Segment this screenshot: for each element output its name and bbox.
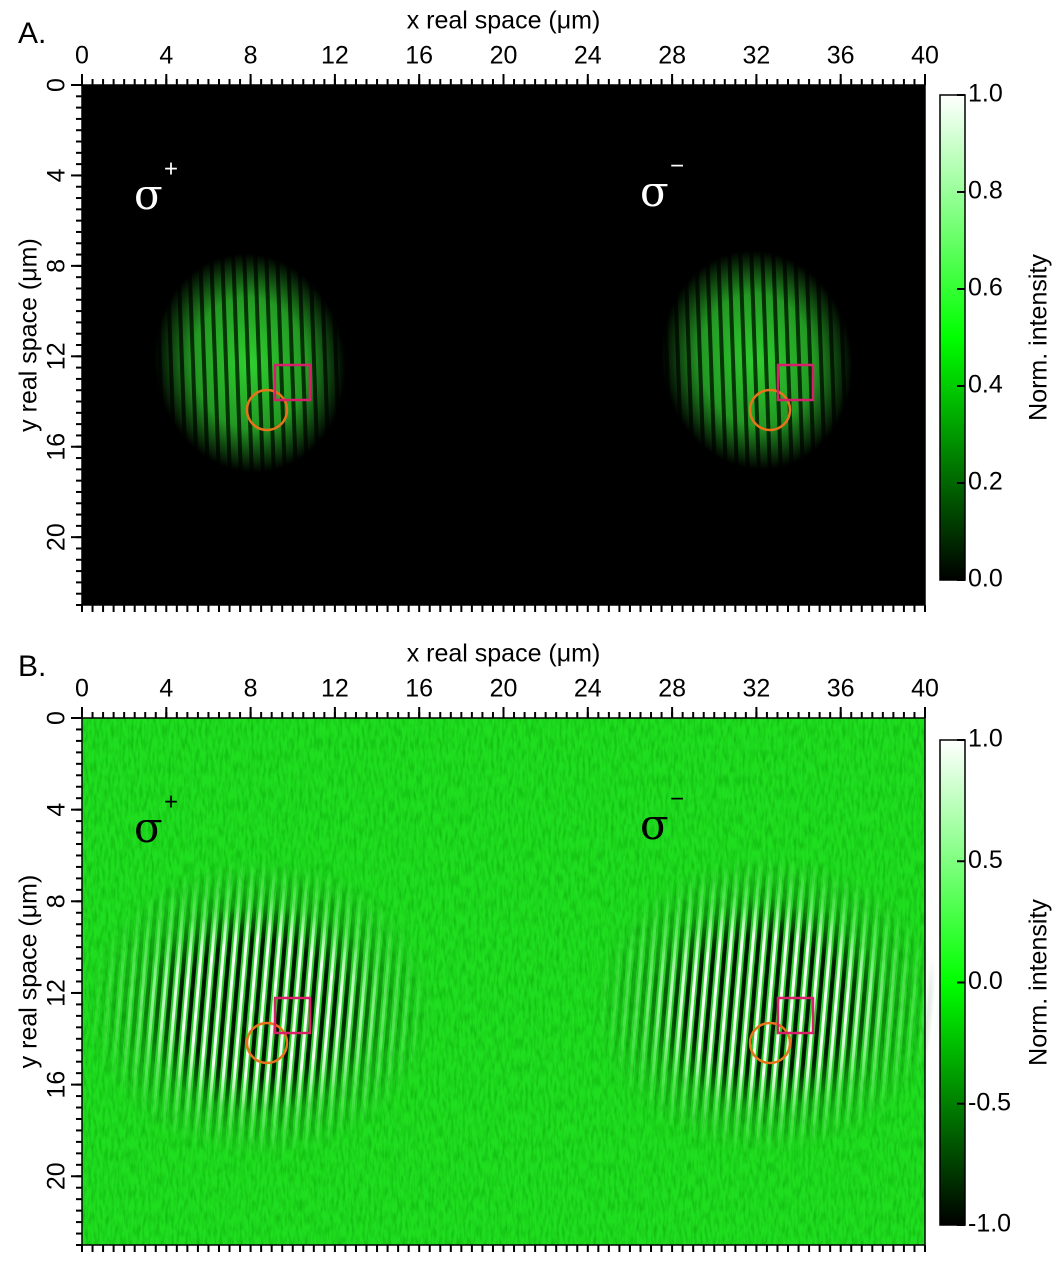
x-tick-label: 16 — [405, 42, 433, 70]
panel-label: B. — [18, 650, 46, 683]
panel-label: A. — [18, 17, 46, 50]
x-tick-label: 32 — [742, 675, 770, 703]
colorbar-tick-label: 0.6 — [968, 274, 1003, 302]
y-tick-label: 20 — [43, 1162, 71, 1190]
annotation-superscript: − — [670, 785, 684, 812]
x-tick-label: 4 — [159, 42, 173, 70]
colorbar-label: Norm. intensity — [1025, 254, 1053, 421]
intensity-spot — [120, 225, 380, 501]
y-tick-label: 12 — [43, 979, 71, 1007]
y-tick-label: 20 — [43, 523, 71, 551]
y-tick-label: 0 — [43, 711, 71, 725]
x-tick-label: 12 — [321, 675, 349, 703]
x-axis-label: x real space (μm) — [407, 640, 601, 668]
region-circle — [245, 1021, 289, 1065]
colorbar-tick-label: -1.0 — [968, 1210, 1011, 1238]
x-tick-label: 40 — [911, 42, 939, 70]
y-tick-label: 0 — [43, 78, 71, 92]
colorbar-tick-label: 0.8 — [968, 177, 1003, 205]
annotation: σ — [134, 170, 163, 219]
annotation-superscript: + — [164, 155, 178, 182]
colorbar-tick-label: 1.0 — [968, 725, 1003, 753]
annotation: σ — [640, 167, 669, 216]
x-tick-label: 20 — [490, 42, 518, 70]
region-square — [776, 996, 815, 1035]
annotation: σ — [134, 803, 163, 852]
region-square — [776, 363, 815, 402]
x-tick-label: 24 — [574, 675, 602, 703]
intensity-spot — [627, 222, 887, 498]
annotation-superscript: − — [670, 152, 684, 179]
interference-fringes — [80, 848, 440, 1168]
y-tick-label: 4 — [43, 168, 71, 182]
interference-fringes — [587, 845, 947, 1165]
y-axis-label: y real space (μm) — [15, 875, 43, 1069]
x-tick-label: 36 — [827, 675, 855, 703]
x-tick-label: 28 — [658, 42, 686, 70]
y-tick-label: 16 — [43, 1071, 71, 1099]
x-axis-label: x real space (μm) — [407, 7, 601, 35]
region-circle — [748, 1021, 792, 1065]
x-tick-label: 0 — [75, 675, 89, 703]
colorbar — [939, 94, 966, 581]
x-tick-label: 36 — [827, 42, 855, 70]
y-tick-label: 12 — [43, 342, 71, 370]
region-circle — [748, 388, 792, 432]
x-tick-label: 24 — [574, 42, 602, 70]
x-tick-label: 8 — [244, 42, 258, 70]
y-tick-label: 4 — [43, 803, 71, 817]
x-tick-label: 16 — [405, 675, 433, 703]
region-square — [273, 996, 312, 1035]
colorbar-tick-label: 0.2 — [968, 468, 1003, 496]
colorbar-tick-label: -0.5 — [968, 1088, 1011, 1116]
colorbar-tick-label: 0.0 — [968, 565, 1003, 593]
colorbar-tick-label: 0.4 — [968, 371, 1003, 399]
region-square — [273, 363, 312, 402]
region-circle — [245, 388, 289, 432]
x-tick-label: 8 — [244, 675, 258, 703]
x-tick-label: 20 — [490, 675, 518, 703]
annotation: σ — [640, 800, 669, 849]
x-tick-label: 12 — [321, 42, 349, 70]
y-tick-label: 8 — [43, 894, 71, 908]
x-tick-label: 40 — [911, 675, 939, 703]
y-axis-label: y real space (μm) — [15, 238, 43, 432]
colorbar-tick-label: 0.5 — [968, 846, 1003, 874]
x-tick-label: 4 — [159, 675, 173, 703]
annotation-superscript: + — [164, 788, 178, 815]
colorbar-label: Norm. intensity — [1025, 899, 1053, 1066]
colorbar-tick-label: 0.0 — [968, 967, 1003, 995]
x-tick-label: 32 — [742, 42, 770, 70]
x-tick-label: 0 — [75, 42, 89, 70]
colorbar-tick-label: 1.0 — [968, 80, 1003, 108]
y-tick-label: 16 — [43, 433, 71, 461]
x-tick-label: 28 — [658, 675, 686, 703]
y-tick-label: 8 — [43, 259, 71, 273]
